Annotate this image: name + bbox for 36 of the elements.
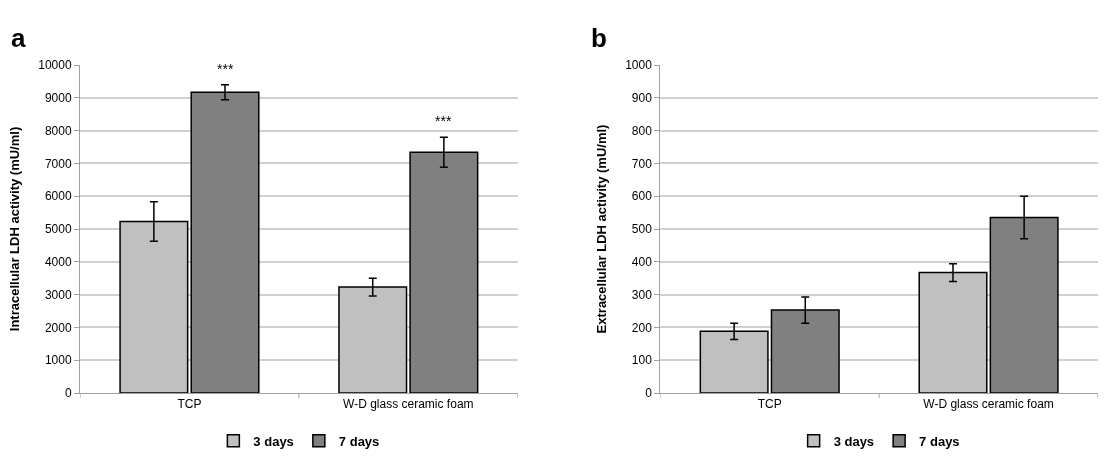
y-axis-title: Intracellular LDH activity (mU/ml) [7,126,23,332]
y-tick-label: 2000 [44,320,72,335]
y-tick-label: 3000 [44,287,72,302]
legend-label: 3 days [253,433,294,449]
legend-label: 3 days [833,433,875,449]
y-tick-label: 6000 [44,189,72,204]
x-tick-label: TCP [177,397,202,412]
y-tick-label: 0 [645,386,653,401]
y-tick-label: 700 [631,156,653,171]
x-tick-label: TCP [757,397,782,412]
chart-title: a [11,23,26,53]
y-tick-label: 0 [64,386,72,401]
y-tick-label: 10000 [38,58,72,73]
annotation: *** [217,61,234,77]
annotation: *** [435,113,452,129]
y-tick-label: 1000 [44,353,72,368]
y-tick-label: 1000 [625,58,653,73]
y-tick-label: 900 [631,91,653,105]
y-tick-label: 5000 [44,222,72,237]
y-axis-title: Extracellular LDH activity (mU/ml) [594,124,610,334]
y-tick-label: 100 [631,353,653,368]
y-tick-label: 200 [631,320,653,335]
legend-label: 7 days [919,433,960,449]
y-tick-label: 4000 [44,255,72,269]
chart-title: b [591,23,607,53]
y-tick-label: 800 [631,123,653,138]
y-tick-label: 7000 [44,156,72,171]
y-tick-label: 300 [631,287,653,302]
y-tick-label: 400 [631,255,653,269]
y-tick-label: 600 [631,189,653,204]
x-tick-label: W-D glass ceramic foam [923,397,1054,412]
legend-label: 7 days [338,433,380,449]
y-tick-label: 9000 [44,91,72,105]
y-tick-label: 500 [631,222,653,237]
x-tick-label: W-D glass ceramic foam [343,397,474,412]
y-tick-label: 8000 [44,123,72,138]
